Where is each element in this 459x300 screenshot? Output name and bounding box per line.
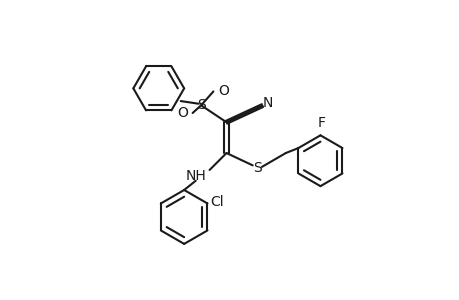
Text: O: O — [177, 106, 188, 120]
Text: S: S — [196, 98, 205, 112]
Text: Cl: Cl — [210, 195, 224, 209]
Text: N: N — [263, 96, 273, 110]
Text: NH: NH — [185, 169, 206, 183]
Text: S: S — [252, 161, 261, 176]
Text: F: F — [317, 116, 325, 130]
Text: O: O — [218, 84, 229, 98]
